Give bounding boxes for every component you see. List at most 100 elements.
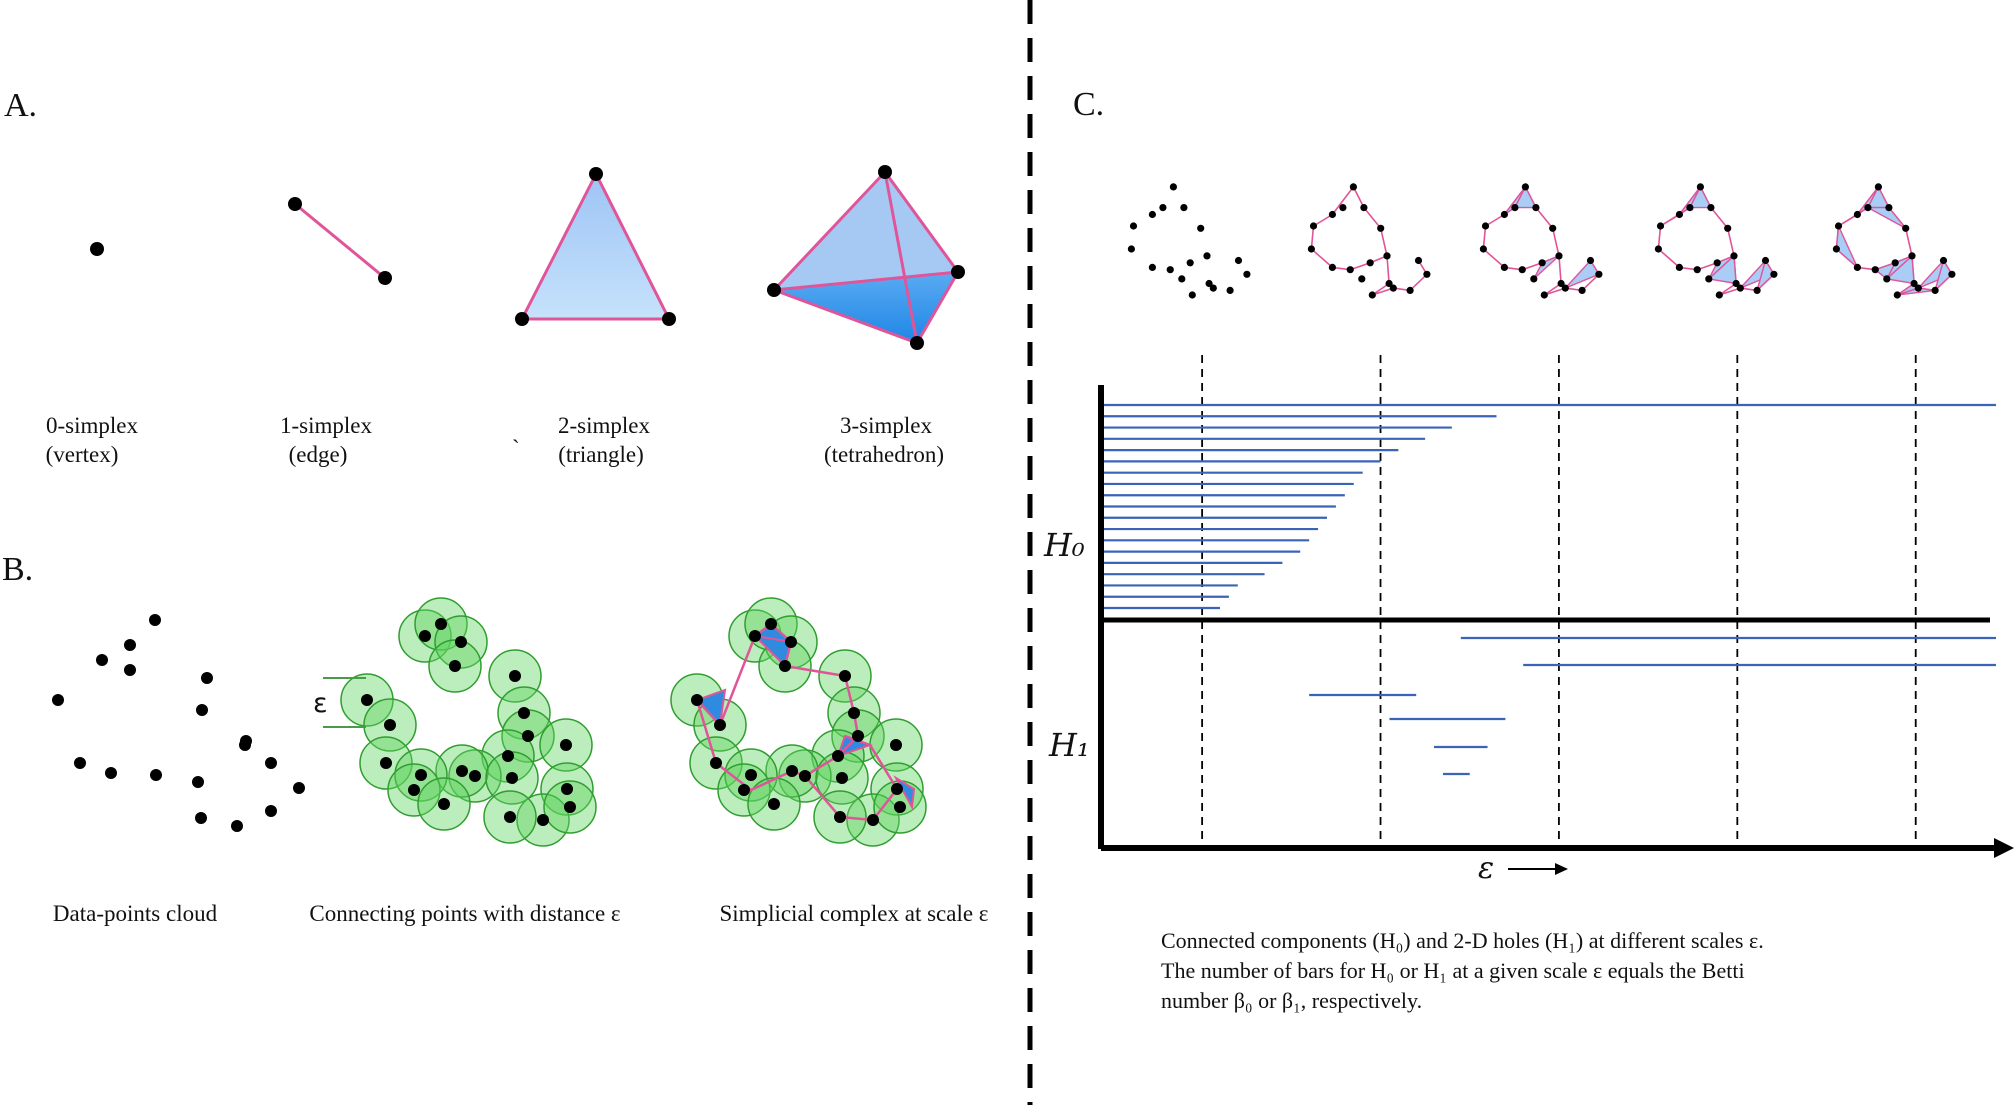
data-point [124,639,136,651]
ball-center-point [518,707,530,719]
ball-center-point [408,784,420,796]
triangle-simplex [515,167,676,326]
stray-mark: ` [512,436,520,461]
epsilon-bracket [323,677,366,728]
thumb-vertex [1339,204,1347,212]
thumb-vertex [1931,286,1939,294]
thumb-vertex [1414,256,1423,265]
thumb-vertex [1874,183,1882,191]
thumb-vertex [1730,252,1738,260]
thumb-vertex [1853,210,1861,219]
thumb-triangle [1873,261,1897,280]
data-points-cloud [52,614,305,832]
thumb-vertex [1511,204,1519,212]
thumb-triangle [1688,185,1713,209]
panel-c-label: C. [1073,86,1104,123]
caption-line-1: Connected components (H₀) and 2-D holes … [1161,928,1764,953]
thumb-vertex [1346,266,1354,274]
thumb-vertex [1586,256,1595,265]
thumb-vertex [1129,222,1138,230]
thumb-vertex [1871,266,1879,274]
ball-center-point [564,801,576,813]
thumb-vertex [1328,210,1336,219]
complex-vertex [834,811,846,823]
thumb-edge [1551,228,1560,257]
data-point [105,767,117,779]
filtration-step-3 [1479,183,1603,299]
simplex-2-desc: (triangle) [558,442,644,467]
thumb-vertex [1307,245,1315,253]
ball-center-point [522,730,534,742]
thumb-vertex [1243,270,1251,278]
thumb-vertex [1561,284,1569,292]
thumb-vertex [1707,204,1715,212]
data-point [195,812,207,824]
thumb-vertex [1753,286,1761,294]
data-point [265,805,277,817]
complex-vertex [710,757,722,769]
ball-center-point [502,750,514,762]
thumb-vertex [1383,252,1391,260]
thumb-edge [1726,228,1735,257]
ball-center-point [415,769,427,781]
thumb-edge [1482,225,1487,250]
x-axis-arrowhead [1994,838,2014,858]
filtration-step-2 [1307,183,1431,299]
thumb-vertex [1686,204,1694,212]
complex-vertex [867,814,879,826]
thumb-vertex [1834,222,1843,230]
simplex-1-desc: (edge) [289,442,348,467]
thumb-vertex [1715,291,1723,299]
thumb-vertex [1736,284,1744,292]
edge-simplex [288,197,392,285]
ball-center-point [449,660,461,672]
simplex-2-name: 2-simplex [558,413,650,438]
complex-vertex [799,770,811,782]
thumb-triangle [1755,258,1775,293]
epsilon-axis-label: ε [1478,851,1494,886]
thumb-edge [1657,248,1680,269]
thumb-edge [1310,248,1333,269]
thumb-triangle [1897,287,1936,296]
thumb-vertex [1500,263,1508,271]
complex-vertex [745,769,757,781]
scale-marker-lines [1201,355,1917,848]
ball-center-point [560,739,572,751]
data-point [293,782,305,794]
thumb-vertex [1521,183,1529,191]
thumb-edge [1331,186,1355,215]
thumb-vertex [1349,183,1357,191]
thumb-vertex [1705,275,1713,283]
data-point [201,672,213,684]
thumb-vertex [1159,204,1167,212]
complex-vertex [765,618,777,630]
thumb-vertex [1532,204,1540,212]
thumb-vertex [1893,291,1901,299]
thumb-vertex [1557,279,1565,288]
thumb-vertex [1883,275,1891,283]
thumb-vertex [1197,224,1205,232]
ball-center-point [380,757,392,769]
thumb-vertex [1166,266,1174,274]
thumb-edge [1485,213,1505,227]
thumb-triangle [1533,255,1560,280]
h0-label: H₀ [1043,526,1085,564]
ball-center-point [361,694,373,706]
complex-vertex [749,630,761,642]
thumb-vertex [1939,256,1948,265]
ball-center-point [419,630,431,642]
barcode-bars [1104,403,1996,776]
thumb-edge [1379,228,1388,257]
thumb-vertex [1234,256,1243,265]
thumb-vertex [1368,291,1376,299]
thumb-vertex [1180,204,1188,212]
thumb-edge [1558,255,1562,284]
thumb-vertex [1169,183,1177,191]
filtration-step-4 [1654,183,1778,299]
panel-b-label: B. [2,551,33,588]
thumb-vertex [1675,210,1683,219]
complex-vertex [786,765,798,777]
panel-a-label: A. [4,87,37,124]
ball-center-point [456,765,468,777]
